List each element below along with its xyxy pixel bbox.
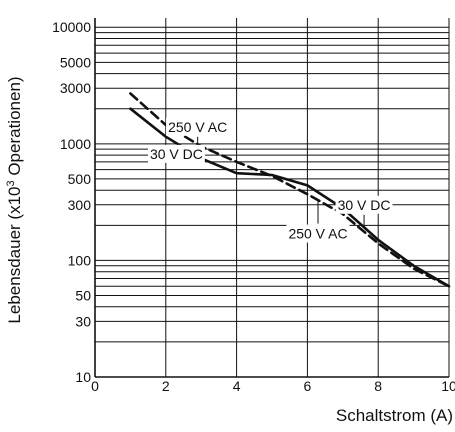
y-tick-label: 50 — [75, 288, 91, 304]
y-tick-label: 5000 — [60, 54, 91, 70]
y-tick-label: 1000 — [60, 136, 91, 152]
y-axis-title-rest: Operationen) — [5, 76, 24, 180]
annotation-background — [286, 224, 350, 243]
y-tick-label: 300 — [68, 197, 92, 213]
y-axis-title-superscript: 3 — [5, 180, 17, 186]
x-tick-label: 8 — [374, 378, 382, 394]
x-tick-label: 4 — [233, 378, 241, 394]
grid-layer — [94, 18, 450, 378]
series-annotation: 250 V AC — [168, 119, 227, 135]
y-tick-label: 3000 — [60, 80, 91, 96]
x-tick-label: 10 — [441, 378, 455, 394]
annotation-background — [147, 144, 205, 163]
y-tick-label: 30 — [75, 313, 91, 329]
tick-label-layer: 10 30 50 100 300 500 1000 3000 5000 10000 0 2 4 6 8 10 — [52, 19, 455, 394]
series-annotation: 30 V DC — [338, 197, 391, 213]
series-annotation: 250 V AC — [288, 226, 347, 242]
x-axis-title: Schaltstrom (A) — [336, 406, 453, 425]
series-annotation: 30 V DC — [150, 146, 203, 162]
series-250-v-ac — [129, 92, 451, 288]
x-tick-label: 2 — [162, 378, 170, 394]
x-tick-label: 6 — [304, 378, 312, 394]
y-axis-title: Lebensdauer (x103 Operationen) — [5, 76, 24, 323]
y-tick-label: 500 — [68, 171, 92, 187]
annotation-background — [335, 195, 393, 214]
annotation-layer: 250 V AC 30 V DC 30 V DC 250 V AC — [147, 117, 393, 243]
x-tick-label: 0 — [91, 378, 99, 394]
y-axis-title-main: Lebensdauer (x10 — [5, 187, 24, 324]
y-tick-label: 10000 — [52, 19, 91, 35]
y-tick-label: 100 — [68, 252, 92, 268]
y-tick-label: 10 — [75, 369, 91, 385]
annotation-background — [166, 117, 230, 136]
